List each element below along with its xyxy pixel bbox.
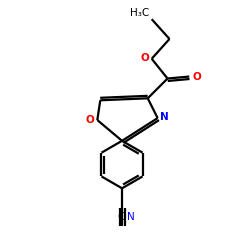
Text: N: N (127, 212, 135, 222)
Text: O: O (85, 115, 94, 125)
Text: H₃C: H₃C (130, 8, 150, 18)
Text: O: O (193, 72, 202, 82)
Text: O: O (140, 53, 149, 63)
Text: N: N (160, 112, 169, 122)
Text: C: C (117, 212, 125, 222)
